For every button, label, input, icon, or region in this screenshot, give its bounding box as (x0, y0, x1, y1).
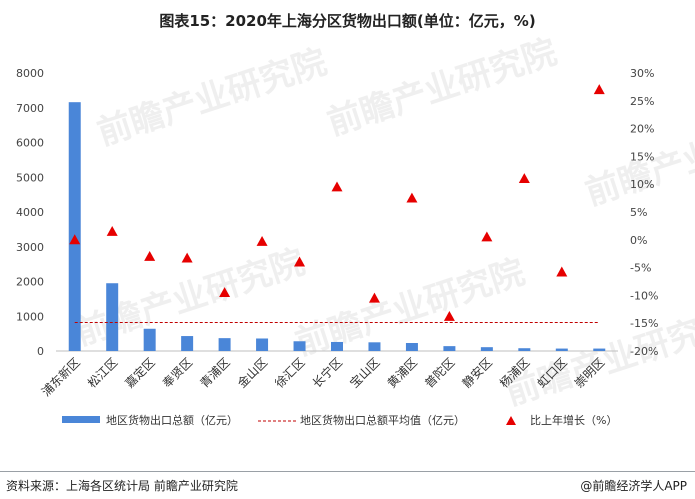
y-left-tick-label: 4000 (16, 206, 44, 219)
y-right-tick-label: 25% (630, 95, 654, 108)
bar (480, 347, 493, 351)
y-right-tick-label: 15% (630, 150, 654, 163)
growth-marker (256, 235, 268, 246)
bar (555, 348, 568, 351)
y-right-tick-label: 5% (630, 206, 647, 219)
growth-marker (331, 181, 343, 192)
y-left-tick-label: 5000 (16, 171, 44, 184)
x-tick-label: 杨浦区 (496, 355, 532, 391)
x-tick-label: 奉贤区 (160, 355, 195, 390)
legend-growth-label: 比上年增长（%） (530, 413, 617, 427)
y-right-tick-label: 0% (630, 234, 647, 247)
x-tick-label: 黄浦区 (385, 355, 420, 390)
bar (181, 336, 194, 351)
x-tick-label: 宝山区 (347, 355, 382, 390)
bar (405, 343, 418, 351)
y-right-tick-label: 30% (630, 67, 654, 80)
growth-marker (106, 225, 118, 236)
bar (106, 283, 119, 351)
growth-marker (181, 252, 193, 263)
y-left-tick-label: 8000 (16, 67, 44, 80)
legend-avg-label: 地区货物出口总额平均值（亿元） (300, 413, 465, 427)
chart-title: 图表15：2020年上海分区货物出口额(单位：亿元，%) (159, 12, 536, 30)
x-tick-label: 静安区 (459, 355, 495, 391)
y-right-tick-label: -5% (630, 262, 651, 275)
y-left-tick-label: 3000 (16, 241, 44, 254)
y-left-tick-label: 1000 (16, 310, 44, 323)
brand-credit: @前瞻经济学人APP (580, 479, 687, 493)
source-divider (0, 471, 695, 472)
bar (143, 328, 156, 351)
legend-growth-swatch (506, 416, 516, 425)
legend-bar-label: 地区货物出口总额（亿元） (106, 413, 238, 427)
growth-marker (294, 256, 306, 267)
y-right-tick-label: -10% (630, 289, 658, 302)
x-tick-label: 松江区 (85, 355, 120, 390)
growth-marker (368, 292, 380, 303)
y-left-tick-label: 7000 (16, 102, 44, 115)
legend-bar-swatch (62, 416, 100, 423)
bar (518, 348, 531, 351)
y-right-tick-label: -15% (630, 317, 658, 330)
x-tick-label: 长宁区 (309, 355, 345, 391)
y-left-tick-label: 6000 (16, 137, 44, 150)
growth-marker (144, 250, 156, 261)
bar (68, 102, 81, 351)
bar (256, 338, 269, 351)
y-left-tick-label: 2000 (16, 276, 44, 289)
bar (368, 342, 381, 351)
y-right-tick-label: 10% (630, 178, 654, 191)
growth-marker (518, 173, 530, 184)
bar (443, 346, 456, 351)
growth-marker (219, 287, 231, 298)
bar (331, 341, 343, 351)
growth-marker (481, 231, 493, 242)
x-tick-label: 金山区 (234, 355, 270, 391)
bar (218, 338, 231, 351)
x-tick-label: 青浦区 (197, 355, 232, 390)
growth-marker (443, 311, 455, 321)
y-left-tick-label: 0 (37, 345, 44, 358)
y-right-tick-label: 20% (630, 123, 654, 136)
x-tick-label: 徐汇区 (272, 355, 308, 391)
growth-marker (406, 192, 418, 203)
y-right-tick-label: -20% (630, 345, 658, 358)
x-tick-label: 浦东新区 (38, 355, 83, 400)
source-note: 资料来源：上海各区统计局 前瞻产业研究院 (6, 479, 238, 493)
growth-marker (593, 84, 605, 95)
bar (293, 341, 306, 351)
x-tick-label: 崇明区 (572, 355, 607, 390)
growth-marker (556, 266, 568, 277)
growth-marker (69, 234, 81, 245)
bar (593, 348, 606, 351)
x-tick-label: 普陀区 (421, 355, 457, 391)
x-tick-label: 嘉定区 (122, 355, 158, 391)
x-tick-label: 虹口区 (535, 355, 570, 390)
